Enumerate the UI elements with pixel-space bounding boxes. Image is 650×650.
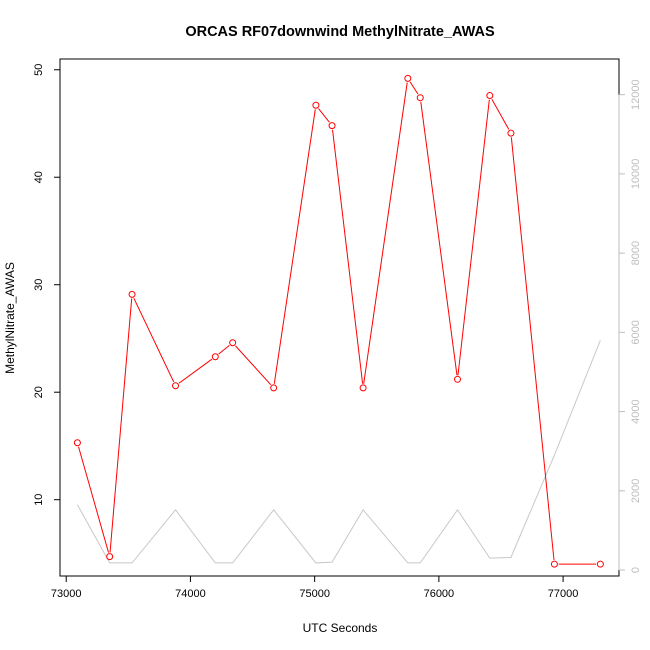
- series-0-segment: [218, 344, 230, 355]
- x-tick-label: 74000: [175, 588, 206, 600]
- series-0-segment: [510, 137, 555, 561]
- series-0-point: [270, 384, 278, 392]
- series-0-point: [507, 129, 515, 137]
- y-tick-label: 20: [33, 386, 45, 398]
- y2-tick-label: 8000: [630, 241, 642, 265]
- y-axis: 10 20 30 40 50: [33, 64, 61, 506]
- chart-title: ORCAS RF07downwind MethylNitrate_AWAS: [185, 24, 495, 40]
- y2-tick-label: 6000: [630, 320, 642, 344]
- series-0-point: [229, 339, 237, 347]
- y2-tick-label: 12000: [630, 79, 642, 110]
- series-0-segment: [332, 129, 364, 384]
- series-0-segment: [491, 98, 510, 130]
- y-tick-label: 40: [33, 171, 45, 183]
- x-tick-label: 76000: [424, 588, 455, 600]
- series-0-point: [404, 74, 412, 82]
- y-tick-label: 10: [33, 494, 45, 506]
- series-1: [76, 340, 601, 564]
- x-tick-label: 73000: [51, 588, 82, 600]
- series-layer: [73, 74, 604, 568]
- series-0-segment: [363, 82, 408, 384]
- series-0-point: [106, 553, 114, 561]
- series-0-segment: [133, 297, 175, 383]
- x-axis-label: UTC Seconds: [303, 621, 378, 635]
- y2-tick-label: 0: [630, 567, 642, 573]
- series-0-point: [312, 101, 320, 109]
- x-axis: 73000 74000 75000 76000 77000: [51, 575, 579, 600]
- series-0-segment: [318, 108, 330, 123]
- series-0-segment: [109, 298, 133, 553]
- series-0-point: [486, 92, 494, 100]
- y2-tick-label: 4000: [630, 399, 642, 423]
- series-0-point: [454, 375, 462, 383]
- series-0-point: [550, 560, 558, 568]
- y-axis-label: MethylNitrate_AWAS: [3, 262, 17, 374]
- series-1-line: [76, 340, 601, 564]
- series-0-segment: [235, 345, 272, 386]
- series-0-point: [172, 382, 180, 390]
- y2-axis: 0 2000 4000 6000 8000 10000 12000: [618, 79, 642, 573]
- x-tick-label: 77000: [548, 588, 579, 600]
- series-0-point: [328, 122, 336, 130]
- x-tick-label: 75000: [299, 588, 330, 600]
- series-0-segment: [457, 99, 490, 376]
- y2-tick-label: 10000: [630, 159, 642, 190]
- series-0-segment: [78, 446, 110, 553]
- series-0-segment: [273, 109, 316, 384]
- series-0-segment: [420, 101, 458, 376]
- series-0: [73, 74, 604, 568]
- series-0-point: [416, 94, 424, 102]
- series-0-point: [359, 384, 367, 392]
- series-0-point: [211, 353, 219, 361]
- series-0-segment: [178, 358, 213, 384]
- series-0-segment: [409, 81, 419, 95]
- y-tick-label: 30: [33, 279, 45, 291]
- y-tick-label: 50: [33, 64, 45, 76]
- series-0-point: [73, 439, 81, 447]
- series-0-point: [596, 560, 604, 568]
- y2-tick-label: 2000: [630, 479, 642, 503]
- series-0-point: [128, 290, 136, 298]
